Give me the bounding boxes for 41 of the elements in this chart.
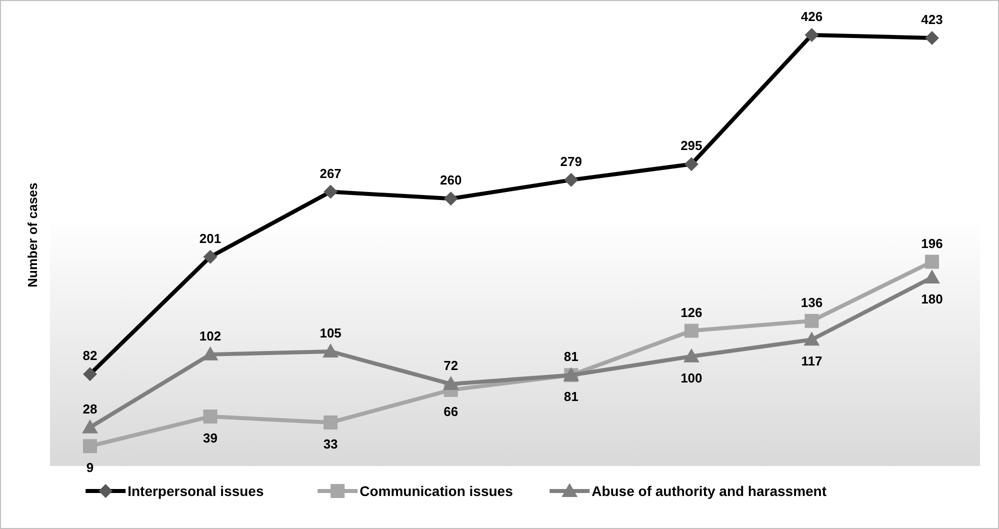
point (924, 270, 940, 284)
data-label: 81 (564, 389, 578, 404)
legend-label: Abuse of authority and harassment (592, 483, 827, 499)
legend-label: Interpersonal issues (128, 483, 264, 499)
data-label: 66 (444, 404, 458, 419)
legend-label: Communication issues (360, 483, 514, 499)
data-label: 136 (800, 294, 823, 310)
point (684, 324, 698, 338)
data-label: 196 (921, 236, 943, 251)
point (804, 332, 820, 346)
point (324, 415, 338, 430)
point (202, 346, 218, 360)
data-label: 33 (323, 436, 338, 452)
data-label: 260 (440, 172, 462, 188)
data-label: 267 (320, 166, 342, 181)
data-label: 180 (921, 292, 943, 307)
data-label: 426 (800, 9, 823, 24)
point (82, 419, 98, 434)
y-axis-title: Number of cases (25, 182, 40, 288)
data-label: 9 (86, 460, 94, 476)
data-label: 72 (444, 358, 458, 374)
point (925, 254, 939, 269)
data-label: 100 (680, 370, 702, 386)
point (683, 348, 700, 362)
point (804, 314, 819, 328)
data-label: 295 (680, 138, 702, 154)
point (322, 343, 339, 358)
data-label: 102 (199, 328, 222, 344)
data-label: 279 (560, 154, 582, 169)
data-label: 82 (82, 348, 98, 364)
data-label: 423 (921, 12, 943, 27)
data-label: 117 (801, 354, 822, 369)
data-label: 126 (680, 304, 702, 320)
point (203, 410, 218, 424)
data-label: 81 (564, 349, 578, 364)
point (83, 439, 97, 454)
data-label: 201 (199, 230, 222, 246)
data-label: 39 (203, 430, 218, 446)
data-label: 105 (320, 325, 342, 340)
point (442, 376, 459, 390)
data-label: 28 (82, 401, 98, 416)
